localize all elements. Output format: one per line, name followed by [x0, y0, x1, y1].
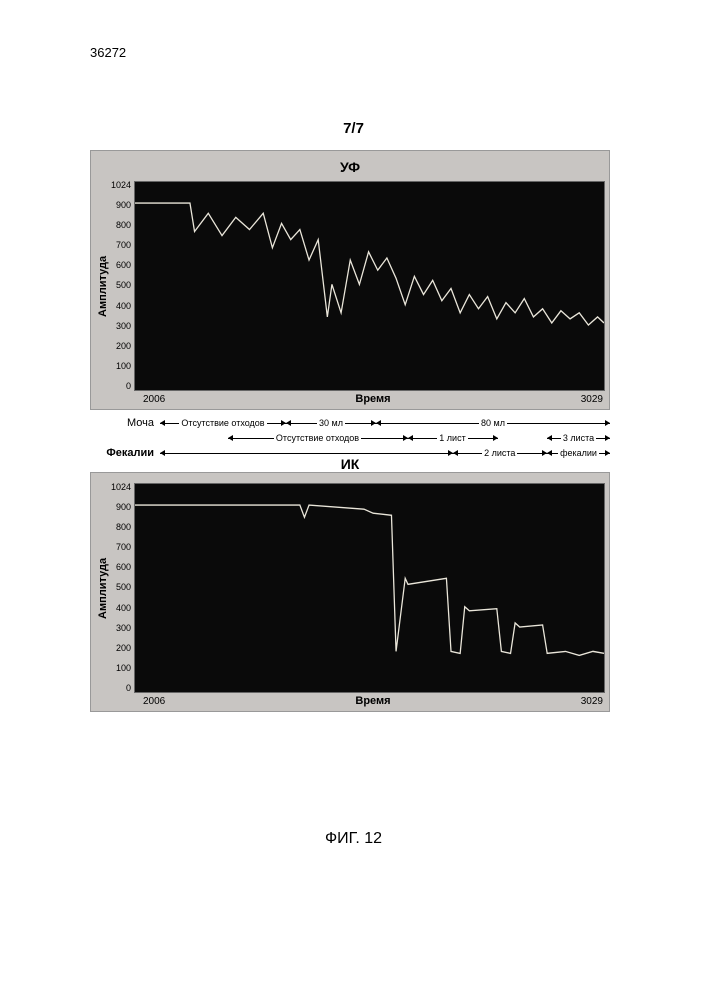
annot-segments-urine: Отсутствие отходов30 мл80 мл: [160, 416, 610, 430]
annot-segment: 30 мл: [286, 416, 376, 430]
annot-segments-feces: 2 листафекалии: [160, 446, 610, 460]
annot-row-urine: Моча Отсутствие отходов30 мл80 мл: [90, 416, 610, 430]
figure-container: УФ Амплитуда 102490080070060050040030020…: [90, 150, 610, 712]
xmin-top: 2006: [143, 394, 165, 405]
chart-panel-bottom: Амплитуда 102490080070060050040030020010…: [90, 472, 610, 712]
chart-title-bottom: ИК: [341, 456, 360, 472]
annot-segment: Отсутствие отходов: [228, 431, 408, 445]
chart-title-top: УФ: [95, 159, 605, 175]
chart-panel-top: УФ Амплитуда 102490080070060050040030020…: [90, 150, 610, 410]
trace-bottom: [135, 505, 604, 655]
plot-area-bottom: [134, 483, 605, 693]
page-indicator: 7/7: [343, 120, 364, 137]
annot-segment: 2 листа: [453, 446, 548, 460]
annot-segment: 80 мл: [376, 416, 610, 430]
xmin-bottom: 2006: [143, 696, 165, 707]
trace-top: [135, 203, 604, 325]
x-axis-row-top: 2006 Время 3029: [95, 391, 605, 405]
xmax-bottom: 3029: [581, 696, 603, 707]
x-axis-label-bottom: Время: [355, 695, 390, 707]
y-axis-label-top: Амплитуда: [95, 181, 111, 391]
annotation-band: Моча Отсутствие отходов30 мл80 мл Отсутс…: [90, 410, 610, 472]
annot-segment: 3 листа: [547, 431, 610, 445]
annot-label-urine: Моча: [90, 417, 160, 429]
annot-label-feces: Фекалии: [90, 447, 160, 459]
doc-number: 36272: [90, 45, 126, 60]
annot-segment: Отсутствие отходов: [160, 416, 286, 430]
annot-segment: [160, 446, 453, 460]
annot-segment: 1 лист: [408, 431, 498, 445]
y-ticks-bottom: 10249008007006005004003002001000: [111, 483, 134, 693]
plot-area-top: [134, 181, 605, 391]
annot-segments-urine-sub: Отсутствие отходов1 лист 3 листа: [160, 431, 610, 445]
xmax-top: 3029: [581, 394, 603, 405]
annot-segment: фекалии: [547, 446, 610, 460]
y-ticks-top: 10249008007006005004003002001000: [111, 181, 134, 391]
annot-row-urine-sub: Отсутствие отходов1 лист 3 листа: [90, 431, 610, 445]
x-axis-row-bottom: 2006 Время 3029: [95, 693, 605, 707]
y-axis-label-bottom: Амплитуда: [95, 483, 111, 693]
x-axis-label-top: Время: [355, 393, 390, 405]
figure-caption: ФИГ. 12: [325, 830, 382, 848]
